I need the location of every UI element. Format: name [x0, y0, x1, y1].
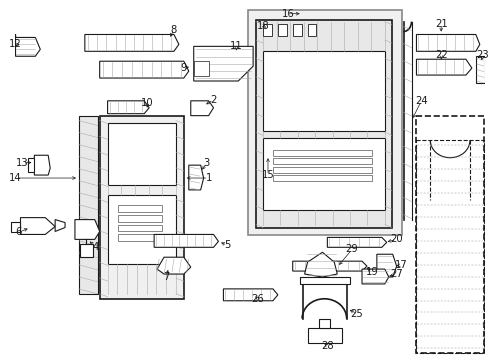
Bar	[199, 104, 203, 108]
Polygon shape	[304, 252, 337, 277]
Text: 20: 20	[389, 234, 402, 244]
Text: 3: 3	[203, 158, 209, 168]
Bar	[204, 104, 208, 108]
Text: 21: 21	[434, 19, 447, 28]
Text: 9: 9	[180, 63, 186, 73]
Bar	[113, 39, 121, 46]
Bar	[117, 205, 162, 212]
Text: 15: 15	[261, 170, 274, 180]
Bar	[248, 10, 401, 235]
Polygon shape	[193, 61, 208, 76]
Text: 27: 27	[389, 269, 402, 279]
Bar	[424, 39, 432, 46]
Text: 14: 14	[9, 173, 22, 183]
Polygon shape	[100, 61, 188, 78]
Polygon shape	[307, 328, 342, 343]
Bar	[147, 64, 154, 71]
Polygon shape	[292, 261, 366, 271]
Bar	[111, 64, 118, 71]
Polygon shape	[223, 289, 277, 301]
Bar	[164, 64, 172, 71]
Polygon shape	[326, 237, 386, 247]
Bar	[129, 64, 136, 71]
Text: 19: 19	[365, 267, 378, 277]
Polygon shape	[190, 101, 213, 116]
Bar	[149, 39, 157, 46]
Text: 17: 17	[394, 260, 407, 270]
Polygon shape	[307, 24, 316, 36]
Polygon shape	[263, 139, 384, 210]
Text: 11: 11	[229, 41, 242, 51]
Polygon shape	[55, 220, 65, 231]
Polygon shape	[80, 244, 93, 257]
Text: 10: 10	[141, 98, 153, 108]
Bar	[272, 175, 371, 181]
Polygon shape	[11, 221, 20, 233]
Bar	[117, 215, 162, 221]
Polygon shape	[79, 116, 98, 294]
Text: 8: 8	[170, 24, 177, 35]
Bar	[416, 140, 483, 353]
Bar	[194, 104, 198, 108]
Bar	[272, 150, 371, 156]
Text: 16: 16	[281, 9, 294, 19]
Polygon shape	[84, 35, 179, 51]
Polygon shape	[416, 59, 471, 75]
Polygon shape	[416, 35, 479, 51]
Text: 23: 23	[475, 50, 488, 60]
Polygon shape	[107, 123, 176, 185]
Polygon shape	[28, 158, 34, 172]
Text: 12: 12	[9, 39, 22, 49]
Bar	[425, 63, 431, 70]
Text: 5: 5	[224, 240, 230, 250]
Polygon shape	[100, 116, 183, 299]
Polygon shape	[188, 165, 203, 190]
Text: 26: 26	[251, 294, 264, 304]
Bar	[416, 116, 483, 353]
Text: 18: 18	[256, 21, 269, 31]
Polygon shape	[361, 269, 388, 284]
Bar	[117, 225, 162, 231]
Polygon shape	[292, 24, 301, 36]
Polygon shape	[277, 24, 286, 36]
Polygon shape	[107, 101, 149, 114]
Bar	[272, 158, 371, 164]
Text: 25: 25	[350, 309, 363, 319]
Polygon shape	[154, 234, 218, 247]
Bar	[96, 39, 103, 46]
Bar	[455, 39, 464, 46]
Bar	[454, 63, 461, 70]
Bar	[131, 39, 139, 46]
Text: 1: 1	[205, 173, 211, 183]
Polygon shape	[319, 319, 330, 328]
Text: 6: 6	[15, 228, 21, 238]
Text: 13: 13	[16, 158, 29, 168]
Text: 7: 7	[163, 272, 169, 282]
Polygon shape	[75, 220, 100, 239]
Polygon shape	[20, 217, 55, 234]
Polygon shape	[263, 24, 271, 36]
Polygon shape	[157, 257, 190, 274]
Polygon shape	[107, 195, 176, 264]
Polygon shape	[299, 277, 349, 284]
Bar	[272, 167, 371, 173]
Text: 28: 28	[321, 341, 333, 351]
Text: 29: 29	[345, 244, 358, 254]
Polygon shape	[376, 254, 396, 277]
Polygon shape	[193, 46, 253, 81]
Polygon shape	[475, 56, 484, 83]
Polygon shape	[256, 20, 391, 228]
Bar	[439, 63, 446, 70]
Text: 2: 2	[210, 95, 216, 105]
Text: 22: 22	[434, 50, 447, 60]
Text: 24: 24	[414, 96, 427, 106]
Polygon shape	[263, 51, 384, 131]
Polygon shape	[16, 35, 40, 56]
Bar	[439, 39, 448, 46]
Polygon shape	[34, 155, 50, 175]
Text: 4: 4	[92, 242, 99, 252]
Bar	[117, 234, 162, 241]
